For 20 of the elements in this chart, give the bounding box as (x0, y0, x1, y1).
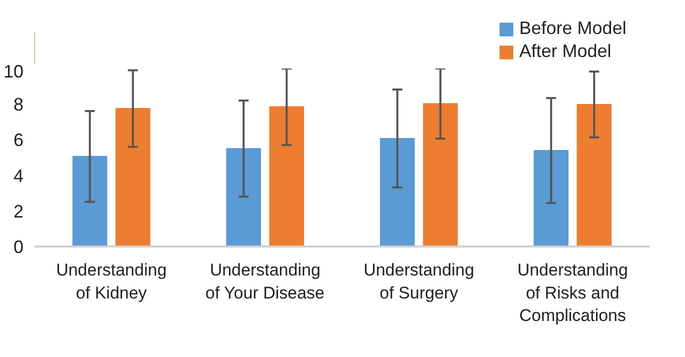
legend-label: Before Model (519, 18, 626, 39)
bar (534, 150, 569, 246)
x-tick-label: Understanding of Your Disease (205, 260, 325, 302)
x-tick-label: Understanding of Surgery (364, 260, 474, 302)
y-tick-label: 0 (13, 237, 24, 257)
bar (269, 106, 304, 246)
x-tick-label: Understanding of Risks and Complications (517, 260, 628, 326)
y-tick-label: 4 (13, 166, 24, 186)
bar (72, 156, 108, 246)
y-tick-label: 8 (13, 94, 24, 115)
y-tick-label: 2 (13, 201, 24, 222)
bar (380, 138, 415, 246)
legend-label: After Model (519, 41, 612, 62)
bar (115, 108, 150, 246)
y-tick-label: 6 (13, 130, 24, 150)
bar (226, 148, 262, 246)
bar (576, 104, 612, 246)
y-tick-label: 10 (3, 62, 24, 82)
bar (422, 103, 458, 246)
x-tick-label: Understanding of Kidney (56, 260, 167, 302)
